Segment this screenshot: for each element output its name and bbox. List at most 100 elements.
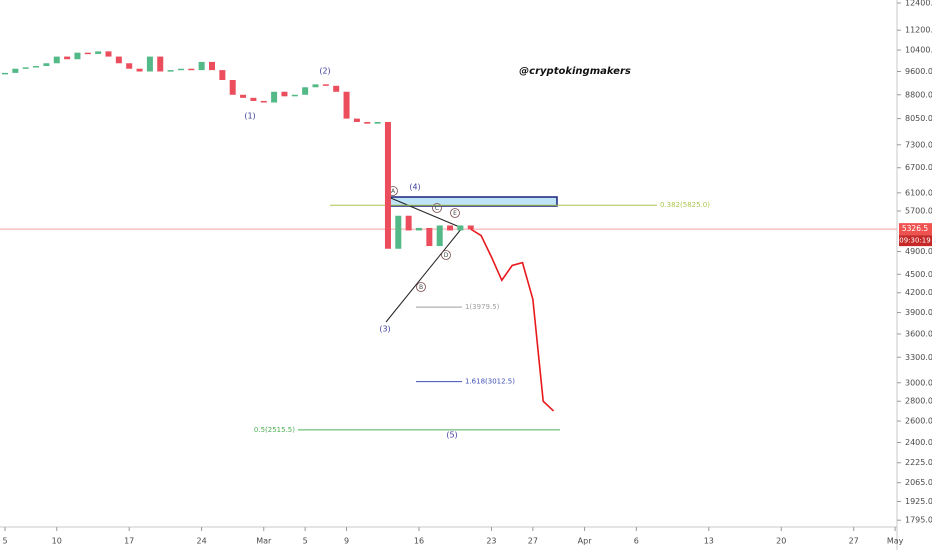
candle [157,56,164,72]
candle [219,70,226,80]
y-tick-label: 6100.0 [905,188,932,197]
y-tick-label: 11200.0 [905,26,932,35]
candle [209,61,215,71]
point-circle [416,282,426,292]
candle [405,215,412,231]
y-tick-label: 8050.0 [905,114,932,123]
candle [302,87,309,95]
candle [126,63,133,69]
candle [22,67,29,69]
candle [260,100,267,103]
watermark: @cryptokingmakers [519,66,631,77]
fib-label: 0.5(2515.5) [254,426,295,434]
point-label: D [444,252,449,259]
candle [136,68,143,72]
timer-tag [899,235,932,247]
fib-label: 1.618(3012.5) [465,378,515,386]
y-tick-label: 2600.0 [905,417,932,426]
supply-zone [386,196,558,207]
x-tick-label: 16 [414,537,424,546]
point-circle [441,250,451,260]
candle [167,70,174,72]
wave-label: (3) [379,325,390,334]
candle [240,94,247,98]
candle [74,52,81,60]
candle [53,56,60,64]
y-tick-label: 5700.0 [905,206,932,215]
candle [291,94,298,97]
candle [426,227,433,247]
candle [457,225,464,231]
y-tick-label: 3900.0 [905,308,932,317]
x-tick-label: 20 [776,537,786,546]
candle [146,56,153,72]
x-tick-label: 5 [303,537,308,546]
x-tick-label: 6 [634,537,639,546]
candle [353,118,360,122]
x-tick-label: Mar [256,537,272,546]
point-circle [450,208,460,218]
y-tick-label: 8800.0 [905,90,932,99]
x-tick-label: 10 [52,537,62,546]
y-tick-label: 7300.0 [905,140,932,149]
y-tick-label: 9600.0 [905,67,932,76]
wave-label: (5) [446,431,457,440]
wave-label: (4) [409,183,420,192]
candle [384,121,391,249]
point-label: A [391,188,396,195]
candle [33,65,40,68]
y-tick-label: 6700.0 [905,163,932,172]
candle [333,85,340,92]
candle [436,225,443,247]
fib-label: 1(3979.5) [465,303,500,311]
candle [2,72,8,75]
candle [95,51,102,54]
x-tick-label: Apr [578,537,593,546]
y-tick-label: 12400.0 [905,0,932,8]
candle [84,52,91,55]
candle [467,225,474,230]
x-tick-label: 17 [124,537,134,546]
candle [447,225,454,231]
y-tick-label: 4500.0 [905,270,932,279]
y-tick-label: 1795.0 [905,516,932,525]
candle [250,97,257,101]
y-tick-label: 2225.0 [905,458,932,467]
candle [374,121,381,124]
y-tick-label: 2400.0 [905,438,932,447]
candle [64,56,71,60]
y-tick-label: 4200.0 [905,288,932,297]
x-tick-label: 9 [344,537,349,546]
y-tick-label: 2800.0 [905,397,932,406]
y-tick-label: 3600.0 [905,329,932,338]
point-label: B [419,284,423,291]
wave-label: (1) [244,112,255,121]
x-tick-label: 5 [2,537,7,546]
x-tick-label: 24 [197,537,207,546]
candle [281,91,288,97]
x-tick-label: 23 [486,537,496,546]
candle [229,79,236,95]
candle [395,215,402,249]
wave-label: (2) [319,67,330,76]
candle [312,84,319,88]
y-tick-label: 1925.0 [905,497,932,506]
point-label: C [435,205,439,212]
price-tag-label: 5326.5 [902,224,928,233]
candle [198,61,205,71]
point-label: E [453,210,457,217]
y-tick-label: 3300.0 [905,353,932,362]
candle [343,91,350,119]
candle [12,68,19,73]
candle [322,84,329,86]
candle [416,227,422,231]
point-circle [432,203,442,213]
y-tick-label: 2065.0 [905,478,932,487]
price-tag [899,223,932,236]
triangle-line [385,227,463,323]
x-tick-label: May [887,537,904,546]
timer-label: 09:30:19 [899,237,930,245]
y-tick-label: 10400.0 [905,46,932,55]
x-tick-label: 13 [704,537,714,546]
candle [43,63,50,66]
